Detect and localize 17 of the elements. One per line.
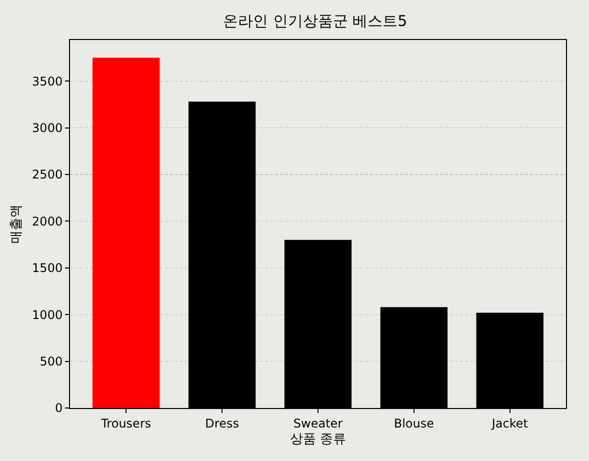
bar	[92, 58, 160, 408]
y-tick-label: 0	[54, 401, 63, 416]
chart-title: 온라인 인기상품군 베스트5	[223, 12, 408, 30]
y-tick-label: 1500	[32, 261, 63, 276]
x-tick-label: Trousers	[100, 416, 152, 430]
x-tick-label: Jacket	[490, 416, 528, 430]
y-axis-title: 매출액	[9, 204, 24, 244]
x-tick-label: Dress	[205, 416, 239, 430]
x-tick-label: Blouse	[394, 416, 434, 430]
x-axis-title: 상품 종류	[290, 432, 346, 447]
y-tick-label: 1000	[32, 308, 63, 322]
y-tick-label: 500	[40, 354, 63, 368]
y-tick-label: 2000	[32, 214, 63, 228]
y-tick-label: 2500	[32, 168, 63, 182]
x-tick-label: Sweater	[293, 416, 343, 430]
y-tick-label: 3000	[32, 121, 63, 135]
y-tick-label: 3500	[32, 74, 63, 88]
